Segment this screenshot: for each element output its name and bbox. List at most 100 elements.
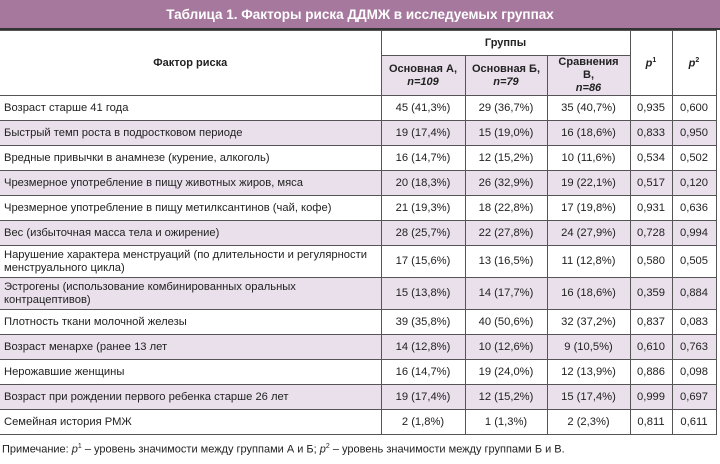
cell-p1: 0,833 xyxy=(629,120,673,146)
table-row: Вес (избыточная масса тела и ожирение) 28… xyxy=(0,220,717,246)
cell-p2: 0,120 xyxy=(671,170,717,196)
header-p2: p2 xyxy=(671,30,717,96)
cell-p1: 0,837 xyxy=(629,309,673,335)
header-group-a: Основная А, n=109 xyxy=(381,55,466,96)
cell-a: 14 (12,8%) xyxy=(380,334,466,360)
table-row: Возраст при рождении первого ребенка ста… xyxy=(0,384,717,410)
cell-factor: Нарушение характера менструаций (по длит… xyxy=(0,245,382,278)
cell-b: 12 (15,2%) xyxy=(464,384,548,410)
risk-factors-table: Фактор риска Группы p1 p2 Основная А, n=1… xyxy=(0,30,717,435)
cell-b: 14 (17,7%) xyxy=(464,277,548,310)
cell-factor: Чрезмерное употребление в пищу животных … xyxy=(0,170,382,196)
table-row: Нерожавшие женщины 16 (14,7%) 19 (24,0%) 12… xyxy=(0,359,717,385)
table-row: Эстрогены (использование комбинированных… xyxy=(0,277,717,310)
cell-p1: 0,534 xyxy=(629,145,673,171)
cell-p1: 0,728 xyxy=(629,220,673,246)
cell-factor: Плотность ткани молочной железы xyxy=(0,309,382,335)
table-note: Примечание: p1 – уровень значимости межд… xyxy=(2,443,565,456)
cell-p2: 0,505 xyxy=(671,245,717,278)
cell-p2: 0,697 xyxy=(671,384,717,410)
cell-c: 19 (22,1%) xyxy=(546,170,631,196)
cell-factor: Возраст при рождении первого ребенка ста… xyxy=(0,384,382,410)
cell-a: 21 (19,3%) xyxy=(380,195,466,221)
table-row: Быстрый темп роста в подростковом период… xyxy=(0,120,717,146)
cell-a: 16 (14,7%) xyxy=(380,145,466,171)
cell-p2: 0,636 xyxy=(671,195,717,221)
cell-p2: 0,083 xyxy=(671,309,717,335)
cell-p2: 0,763 xyxy=(671,334,717,360)
cell-b: 10 (12,6%) xyxy=(464,334,548,360)
cell-a: 17 (15,6%) xyxy=(380,245,466,278)
cell-p1: 0,580 xyxy=(629,245,673,278)
cell-b: 26 (32,9%) xyxy=(464,170,548,196)
cell-b: 22 (27,8%) xyxy=(464,220,548,246)
table-row: Чрезмерное употребление в пищу метилксан… xyxy=(0,195,717,221)
cell-c: 2 (2,3%) xyxy=(546,409,631,435)
cell-factor: Нерожавшие женщины xyxy=(0,359,382,385)
cell-b: 1 (1,3%) xyxy=(464,409,548,435)
header-p1: p1 xyxy=(629,30,673,96)
cell-p1: 0,517 xyxy=(629,170,673,196)
cell-p1: 0,999 xyxy=(629,384,673,410)
cell-c: 24 (27,9%) xyxy=(546,220,631,246)
cell-p2: 0,950 xyxy=(671,120,717,146)
table-row: Возраст менархе (ранее 13 лет 14 (12,8%) 1… xyxy=(0,334,717,360)
cell-a: 16 (14,7%) xyxy=(380,359,466,385)
cell-p1: 0,610 xyxy=(629,334,673,360)
cell-factor: Вредные привычки в анамнезе (курение, ал… xyxy=(0,145,382,171)
cell-factor: Возраст менархе (ранее 13 лет xyxy=(0,334,382,360)
cell-p2: 0,611 xyxy=(671,409,717,435)
cell-c: 12 (13,9%) xyxy=(546,359,631,385)
cell-a: 28 (25,7%) xyxy=(380,220,466,246)
table-title: Таблица 1. Факторы риска ДДМЖ в исследуе… xyxy=(0,0,720,30)
cell-c: 17 (19,8%) xyxy=(546,195,631,221)
header-groups: Группы xyxy=(380,30,631,56)
table-row: Чрезмерное употребление в пищу животных … xyxy=(0,170,717,196)
cell-b: 29 (36,7%) xyxy=(464,95,548,121)
cell-b: 15 (19,0%) xyxy=(464,120,548,146)
cell-b: 18 (22,8%) xyxy=(464,195,548,221)
cell-a: 20 (18,3%) xyxy=(380,170,466,196)
cell-p1: 0,931 xyxy=(629,195,673,221)
cell-b: 40 (50,6%) xyxy=(464,309,548,335)
table-row: Нарушение характера менструаций (по длит… xyxy=(0,245,717,278)
cell-c: 15 (17,4%) xyxy=(546,384,631,410)
cell-c: 32 (37,2%) xyxy=(546,309,631,335)
cell-factor: Быстрый темп роста в подростковом период… xyxy=(0,120,382,146)
cell-b: 19 (24,0%) xyxy=(464,359,548,385)
cell-p1: 0,886 xyxy=(629,359,673,385)
cell-factor: Эстрогены (использование комбинированных… xyxy=(0,277,382,310)
header-factor: Фактор риска xyxy=(0,30,382,96)
cell-factor: Семейная история РМЖ xyxy=(0,409,382,435)
cell-c: 16 (18,6%) xyxy=(546,120,631,146)
cell-a: 45 (41,3%) xyxy=(380,95,466,121)
cell-factor: Чрезмерное употребление в пищу метилксан… xyxy=(0,195,382,221)
header-group-b: Основная Б, n=79 xyxy=(464,55,548,96)
cell-p1: 0,359 xyxy=(629,277,673,310)
table-row: Вредные привычки в анамнезе (курение, ал… xyxy=(0,145,717,171)
cell-p1: 0,935 xyxy=(629,95,673,121)
table-row: Возраст старше 41 года 45 (41,3%) 29 (36,7… xyxy=(0,95,717,121)
cell-p2: 0,502 xyxy=(671,145,717,171)
cell-c: 11 (12,8%) xyxy=(546,245,631,278)
cell-p2: 0,600 xyxy=(671,95,717,121)
cell-b: 13 (16,5%) xyxy=(464,245,548,278)
header-group-c: Сравнения В, n=86 xyxy=(546,55,631,96)
cell-b: 12 (15,2%) xyxy=(464,145,548,171)
cell-c: 16 (18,6%) xyxy=(546,277,631,310)
cell-a: 19 (17,4%) xyxy=(380,384,466,410)
cell-c: 10 (11,6%) xyxy=(546,145,631,171)
cell-p2: 0,098 xyxy=(671,359,717,385)
cell-a: 39 (35,8%) xyxy=(380,309,466,335)
table-row: Плотность ткани молочной железы 39 (35,8%… xyxy=(0,309,717,335)
cell-a: 15 (13,8%) xyxy=(380,277,466,310)
cell-p2: 0,884 xyxy=(671,277,717,310)
cell-c: 35 (40,7%) xyxy=(546,95,631,121)
cell-factor: Вес (избыточная масса тела и ожирение) xyxy=(0,220,382,246)
table-row: Семейная история РМЖ 2 (1,8%) 1 (1,3%) 2 (2… xyxy=(0,409,717,435)
cell-p2: 0,994 xyxy=(671,220,717,246)
cell-a: 19 (17,4%) xyxy=(380,120,466,146)
cell-c: 9 (10,5%) xyxy=(546,334,631,360)
cell-p1: 0,811 xyxy=(629,409,673,435)
cell-a: 2 (1,8%) xyxy=(380,409,466,435)
